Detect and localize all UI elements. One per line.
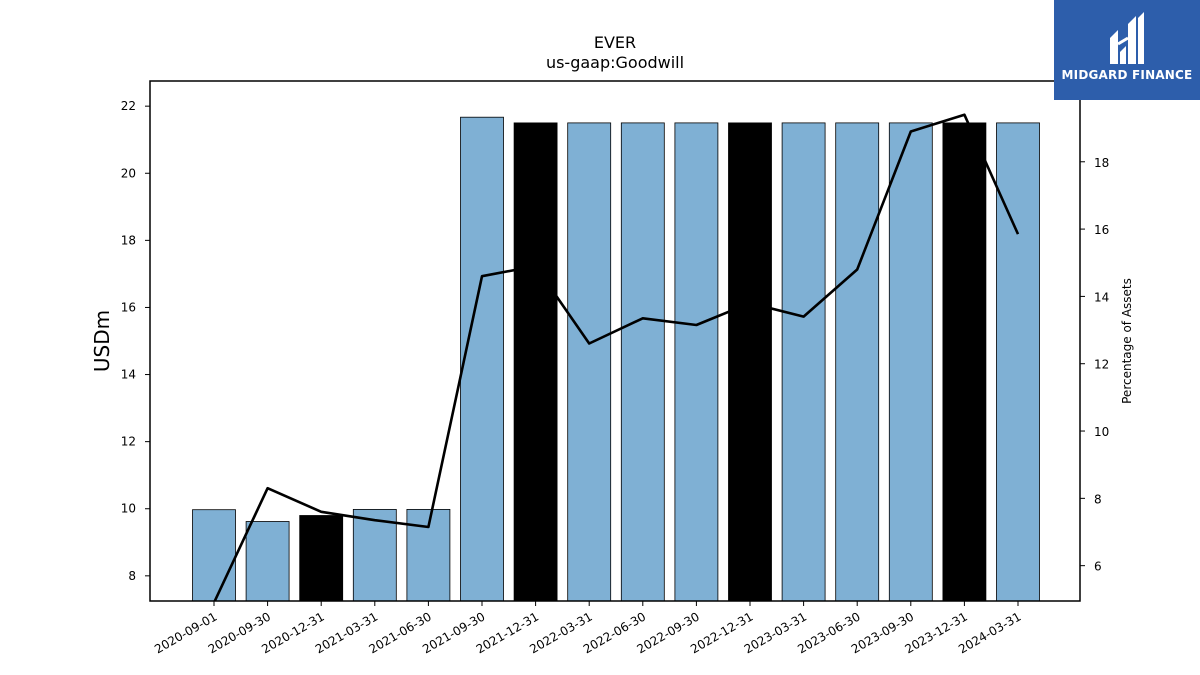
y2-tick-label-6: 6 [1094,560,1102,574]
plot-frame [149,80,1081,602]
bars-layer [192,116,1040,602]
y2-tick-label-14: 14 [1094,290,1109,304]
bar-2023-03-31 [781,122,826,602]
y-tick-label-10: 10 [121,502,136,516]
y2-tick-label-18: 18 [1094,156,1109,170]
left-axis: 8 10 12 14 16 18 20 22 [121,99,150,583]
y-tick-label-16: 16 [121,300,136,314]
bar-2023-06-30 [835,122,880,602]
y2-tick-label-16: 16 [1094,223,1109,237]
chart-title: EVER [594,33,636,52]
bar-2022-03-31 [567,122,612,602]
y-tick-label-22: 22 [121,99,136,113]
bar-2020-09-30 [245,521,290,602]
y2-tick-label-8: 8 [1094,492,1102,506]
logo-text: MIDGARD FINANCE [1061,68,1193,82]
bar-2020-12-31 [299,515,344,602]
percentage-of-assets-line [213,113,1020,601]
bar-2021-03-31 [352,508,397,602]
y-tick-label-18: 18 [121,233,136,247]
y-tick-label-14: 14 [121,368,136,382]
bar-2023-09-30 [888,122,933,602]
bar-2020-09-01 [192,509,236,602]
chart-subtitle: us-gaap:Goodwill [546,53,684,72]
y-axis-label: USDm [90,310,114,372]
bar-2022-12-31 [728,122,772,602]
bar-2022-06-30 [620,122,665,602]
midgard-finance-logo: MIDGARD FINANCE [1054,0,1200,100]
right-axis: 6 8 10 12 14 16 18 [1080,156,1109,574]
y-tick-label-20: 20 [121,166,136,180]
bar-2022-09-30 [674,122,719,602]
y2-tick-label-10: 10 [1094,425,1109,439]
y2-axis-label: Percentage of Assets [1120,278,1134,404]
y-tick-label-12: 12 [121,435,136,449]
bar-2021-12-31 [513,122,558,602]
percentage-line-layer [213,113,1020,601]
y-tick-label-8: 8 [128,569,136,583]
bar-2021-09-30 [460,116,504,602]
logo-mark-icon [1110,12,1144,64]
x-axis: 2020-09-012020-09-302020-12-312021-03-31… [152,601,1024,656]
bar-2024-03-31 [996,122,1040,602]
bar-2023-12-31 [942,122,987,602]
y2-tick-label-12: 12 [1094,358,1109,372]
